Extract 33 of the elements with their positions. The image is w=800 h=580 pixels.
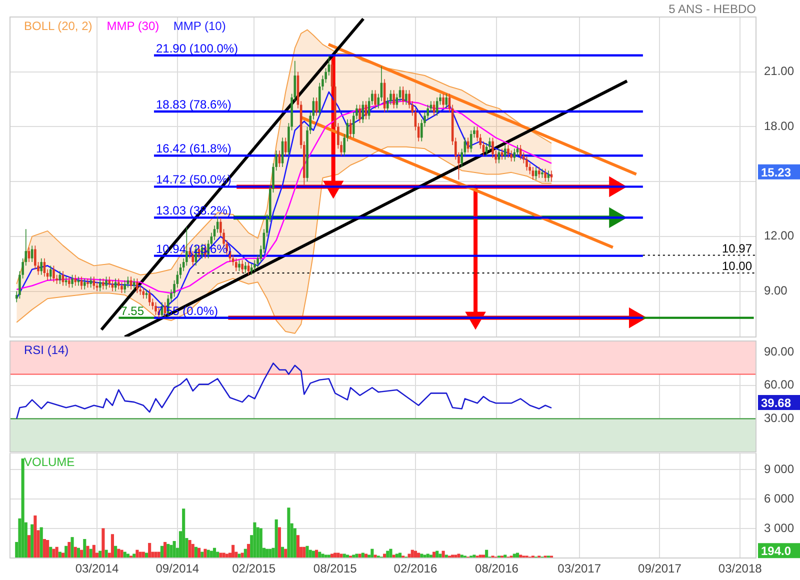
y-tick-label: 12.00: [764, 228, 794, 243]
x-tick-label: 08/2015: [313, 562, 358, 576]
x-tick-label: 09/2017: [638, 562, 682, 576]
text: RSI (14): [24, 343, 69, 357]
text: MMP (10): [173, 19, 226, 33]
y-tick-label: 9 000: [764, 462, 794, 476]
text: 15.23: [761, 165, 792, 180]
series-label: 7.55: [120, 304, 144, 318]
series-label: 10.97: [722, 241, 752, 256]
x-tick-label: 08/2016: [475, 562, 519, 576]
y-tick-label: 18.00: [764, 119, 794, 134]
y-tick-label: 21.00: [764, 64, 794, 78]
series-label: 18.83 (78.6%): [156, 98, 232, 112]
text: MMP (30): [106, 19, 160, 33]
x-tick-label: 03/2017: [558, 562, 602, 576]
series-label: 10.00: [722, 259, 752, 273]
text: 194.0: [761, 544, 792, 558]
y-tick-label: 60.00: [764, 378, 794, 392]
text: 5 ANS - HEBDO: [668, 2, 756, 16]
x-tick-label: 02/2015: [232, 562, 276, 576]
x-tick-label: 03/2018: [718, 562, 762, 576]
x-tick-label: 02/2016: [394, 562, 438, 576]
y-tick-label: 30.00: [764, 411, 794, 426]
text: 39.68: [761, 396, 792, 410]
x-tick-label: 09/2014: [156, 562, 200, 576]
y-tick-label: 6 000: [764, 491, 794, 506]
text: BOLL (20, 2): [24, 19, 92, 33]
x-tick-label: 03/2014: [75, 562, 120, 576]
series-label: 21.90 (100.0%): [156, 41, 238, 56]
y-tick-label: 9.00: [764, 284, 788, 298]
y-tick-label: 90.00: [764, 344, 794, 358]
series-label: 16.42 (61.8%): [156, 142, 232, 156]
y-tick-label: 3 000: [764, 520, 794, 535]
